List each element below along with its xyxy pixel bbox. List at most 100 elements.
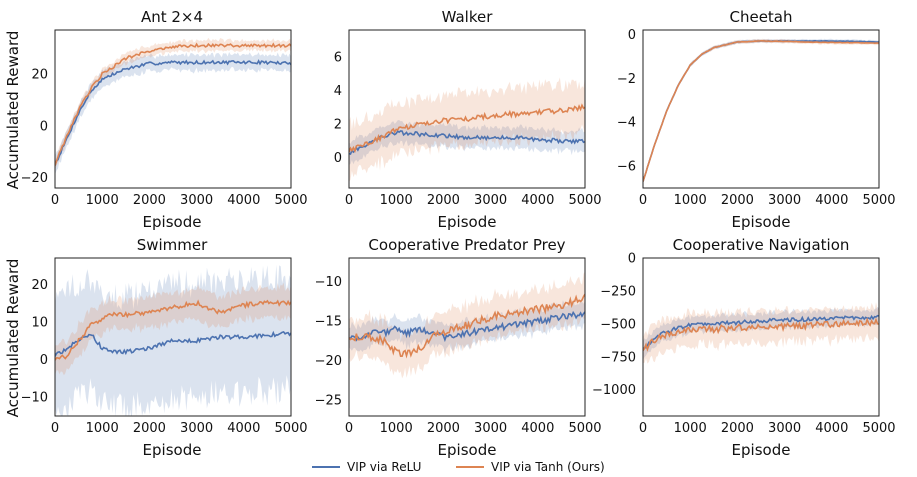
x-tick-label: 4000 [227, 193, 260, 208]
confidence-band-relu [349, 120, 585, 165]
x-tick-label: 1000 [86, 421, 119, 436]
x-tick-label: 1000 [86, 193, 119, 208]
confidence-band-tanh [55, 282, 291, 376]
panel-predator-prey: Cooperative Predator Prey 0 1000 2000 3000 4… [315, 236, 602, 459]
axes-frame [348, 29, 586, 189]
panel-title: Walker [442, 8, 494, 26]
series-line-tanh [643, 40, 879, 182]
x-tick-label: 2000 [427, 193, 460, 208]
y-tick-label: −20 [315, 354, 342, 369]
x-axis-label: Episode [732, 441, 791, 459]
legend: VIP via ReLU VIP via Tanh (Ours) [312, 460, 605, 474]
y-tick-label: −500 [600, 317, 636, 332]
x-tick-label: 4000 [521, 421, 554, 436]
x-tick-label: 4000 [521, 193, 554, 208]
y-tick-label: 10 [31, 315, 48, 330]
y-tick-label: 0 [40, 119, 48, 134]
y-axis-label: Accumulated Reward [4, 259, 22, 418]
y-tick-label: 0 [40, 353, 48, 368]
x-axis-label: Episode [438, 441, 497, 459]
x-tick-label: 5000 [274, 421, 307, 436]
plot-area: 0 1000 2000 3000 4000 5000 −6 −4 −2 0 [617, 28, 896, 208]
confidence-band-tanh [349, 271, 585, 379]
series-line-relu [643, 314, 879, 351]
x-tick-label: 5000 [568, 421, 601, 436]
confidence-band-tanh [55, 37, 291, 170]
x-tick-label: 0 [51, 421, 59, 436]
x-tick-label: 3000 [474, 193, 507, 208]
y-tick-label: −250 [600, 284, 636, 299]
x-axis-label: Episode [732, 213, 791, 231]
legend-tanh-label: VIP via Tanh (Ours) [491, 460, 605, 474]
series-line-tanh [643, 317, 879, 352]
x-tick-label: 0 [345, 193, 353, 208]
confidence-band-tanh [643, 302, 879, 364]
y-tick-label: −20 [21, 171, 48, 186]
plot-area: 0 1000 2000 3000 4000 5000 −25 −20 −15 −10 [315, 257, 602, 436]
y-tick-label: −25 [315, 394, 342, 409]
y-tick-label: 6 [334, 50, 342, 65]
confidence-band-relu [55, 52, 291, 175]
x-tick-label: 2000 [721, 193, 754, 208]
panel-title: Cooperative Predator Prey [368, 236, 565, 254]
x-tick-label: 0 [345, 421, 353, 436]
y-tick-label: −6 [617, 160, 636, 175]
y-tick-label: −1000 [592, 383, 636, 398]
panel-title: Cheetah [729, 8, 792, 26]
series-line-relu [349, 310, 585, 343]
x-tick-label: 2000 [427, 421, 460, 436]
confidence-band-tanh [349, 77, 585, 183]
x-tick-label: 5000 [274, 193, 307, 208]
x-tick-label: 4000 [227, 421, 260, 436]
axes-frame [54, 257, 292, 417]
series-line-tanh [55, 42, 291, 166]
x-tick-label: 4000 [815, 421, 848, 436]
panel-title: Ant 2×4 [141, 8, 203, 26]
axes-frame [642, 257, 880, 417]
panel-title: Cooperative Navigation [673, 236, 850, 254]
x-tick-label: 3000 [768, 421, 801, 436]
confidence-band-relu [643, 306, 879, 360]
x-tick-label: 2000 [133, 193, 166, 208]
confidence-band-relu [643, 38, 879, 184]
x-tick-label: 5000 [862, 193, 895, 208]
y-tick-label: 20 [31, 68, 48, 83]
series-line-relu [349, 130, 585, 155]
y-tick-label: −750 [600, 350, 636, 365]
series-line-relu [55, 330, 291, 357]
x-tick-label: 2000 [133, 421, 166, 436]
x-tick-label: 3000 [180, 193, 213, 208]
y-axis-label: Accumulated Reward [4, 31, 22, 190]
y-tick-label: −4 [617, 116, 636, 131]
x-tick-label: 3000 [180, 421, 213, 436]
y-tick-label: 0 [334, 151, 342, 166]
panel-navigation: Cooperative Navigation 0 1000 2000 3000 4000… [592, 236, 896, 459]
x-tick-label: 2000 [721, 421, 754, 436]
x-tick-label: 1000 [380, 193, 413, 208]
x-tick-label: 1000 [380, 421, 413, 436]
y-tick-label: −15 [315, 315, 342, 330]
x-axis-label: Episode [143, 213, 202, 231]
axes-frame [642, 29, 880, 189]
panel-cheetah: Cheetah 0 1000 2000 3000 4000 5000 −6 −4 −2 0 Epi… [617, 8, 896, 231]
x-tick-label: 0 [639, 421, 647, 436]
plot-area: 0 1000 2000 3000 4000 5000 0 2 4 6 [334, 29, 602, 208]
series-line-tanh [349, 103, 585, 154]
x-tick-label: 3000 [768, 193, 801, 208]
y-tick-label: −10 [21, 391, 48, 406]
y-tick-label: 0 [628, 252, 636, 267]
y-tick-label: −10 [315, 275, 342, 290]
series-line-tanh [55, 299, 291, 361]
y-tick-label: 2 [334, 118, 342, 133]
confidence-band-relu [55, 264, 291, 416]
x-axis-label: Episode [438, 213, 497, 231]
x-tick-label: 3000 [474, 421, 507, 436]
y-tick-label: 20 [31, 278, 48, 293]
panel-title: Swimmer [137, 236, 208, 254]
axes-frame [348, 257, 586, 417]
x-tick-label: 1000 [674, 193, 707, 208]
